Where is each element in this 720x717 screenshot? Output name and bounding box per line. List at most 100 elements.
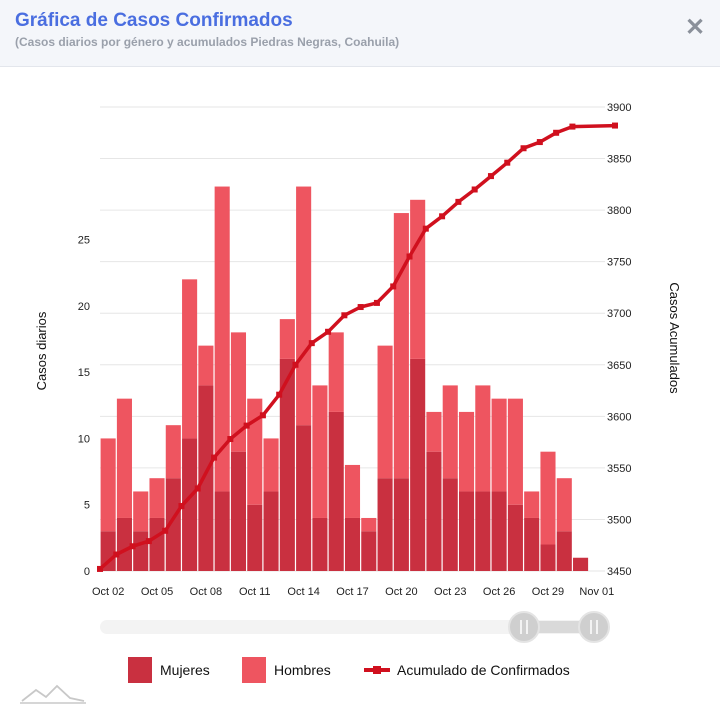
bar-mujeres[interactable]: [165, 478, 181, 571]
bar-mujeres[interactable]: [198, 385, 214, 571]
bar-mujeres[interactable]: [524, 517, 540, 571]
accumulated-point[interactable]: [211, 454, 218, 461]
bar-hombres[interactable]: [182, 279, 198, 439]
accumulated-point[interactable]: [178, 503, 185, 510]
bar-hombres[interactable]: [116, 398, 132, 518]
bar-hombres[interactable]: [328, 332, 344, 412]
accumulated-point[interactable]: [227, 436, 234, 443]
bar-hombres[interactable]: [442, 385, 458, 479]
bar-hombres[interactable]: [410, 199, 426, 359]
bar-mujeres[interactable]: [328, 411, 344, 571]
accumulated-point[interactable]: [194, 485, 201, 492]
bar-mujeres[interactable]: [361, 531, 377, 571]
bar-mujeres[interactable]: [133, 531, 149, 571]
legend-item-acumulado[interactable]: Acumulado de Confirmados: [364, 662, 570, 678]
bar-hombres[interactable]: [165, 425, 181, 479]
accumulated-point[interactable]: [129, 543, 136, 550]
bar-mujeres[interactable]: [377, 478, 393, 571]
bar-hombres[interactable]: [458, 411, 475, 492]
accumulated-point[interactable]: [276, 391, 283, 398]
bar-hombres[interactable]: [377, 345, 393, 479]
bar-hombres[interactable]: [491, 398, 507, 492]
legend-item-hombres[interactable]: Hombres: [242, 657, 331, 683]
bar-hombres[interactable]: [507, 398, 523, 505]
accumulated-point[interactable]: [439, 213, 446, 220]
accumulated-point[interactable]: [471, 186, 478, 193]
bar-mujeres[interactable]: [540, 544, 556, 571]
accumulated-point[interactable]: [162, 527, 169, 534]
bar-mujeres[interactable]: [426, 451, 442, 571]
bar-mujeres[interactable]: [149, 517, 165, 571]
bar-hombres[interactable]: [524, 491, 540, 518]
accumulated-point[interactable]: [325, 328, 332, 335]
navigator-selected-range[interactable]: [522, 621, 596, 633]
bar-hombres[interactable]: [230, 332, 247, 452]
bar-mujeres[interactable]: [182, 438, 198, 571]
bar-hombres[interactable]: [475, 385, 491, 492]
bar-mujeres[interactable]: [475, 491, 491, 571]
bar-mujeres[interactable]: [214, 491, 230, 571]
accumulated-point[interactable]: [373, 299, 380, 306]
accumulated-point[interactable]: [308, 340, 315, 347]
accumulated-point[interactable]: [341, 312, 348, 319]
bar-hombres[interactable]: [133, 491, 149, 532]
bar-hombres[interactable]: [263, 438, 279, 492]
navigator-right-handle[interactable]: [578, 611, 610, 643]
accumulated-point[interactable]: [113, 551, 120, 558]
accumulated-point[interactable]: [97, 565, 103, 572]
bar-hombres[interactable]: [279, 319, 295, 359]
accumulated-point[interactable]: [569, 123, 576, 130]
accumulated-point[interactable]: [259, 412, 266, 419]
accumulated-point[interactable]: [504, 159, 511, 166]
bar-mujeres[interactable]: [100, 531, 116, 571]
accumulated-point[interactable]: [292, 361, 299, 368]
bar-mujeres[interactable]: [279, 358, 295, 571]
bar-hombres[interactable]: [198, 345, 214, 386]
accumulated-point[interactable]: [422, 225, 429, 232]
bar-hombres[interactable]: [344, 464, 361, 518]
accumulated-point[interactable]: [553, 129, 560, 136]
bar-hombres[interactable]: [296, 186, 312, 426]
accumulated-point[interactable]: [145, 538, 152, 545]
bar-hombres[interactable]: [312, 385, 328, 518]
bar-hombres[interactable]: [149, 478, 165, 518]
navigator-left-handle[interactable]: [508, 611, 540, 643]
accumulated-point[interactable]: [243, 422, 250, 429]
accumulated-point[interactable]: [520, 145, 527, 152]
accumulated-point[interactable]: [357, 304, 364, 311]
bar-hombres[interactable]: [100, 438, 116, 532]
legend-item-mujeres[interactable]: Mujeres: [128, 657, 210, 683]
accumulated-point[interactable]: [612, 122, 618, 129]
bar-hombres[interactable]: [556, 478, 572, 532]
range-navigator[interactable]: [100, 611, 610, 643]
bar-mujeres[interactable]: [393, 478, 409, 571]
accumulated-point[interactable]: [536, 139, 543, 146]
bar-mujeres[interactable]: [507, 504, 523, 571]
bar-mujeres[interactable]: [230, 451, 247, 571]
bar-mujeres[interactable]: [296, 425, 312, 571]
bar-hombres[interactable]: [426, 411, 442, 452]
bar-hombres[interactable]: [540, 451, 556, 545]
bar-mujeres[interactable]: [263, 491, 279, 571]
accumulated-point[interactable]: [487, 173, 494, 180]
accumulated-point[interactable]: [406, 253, 413, 260]
accumulated-point[interactable]: [390, 283, 397, 290]
bar-mujeres[interactable]: [247, 504, 263, 571]
bar-hombres[interactable]: [214, 186, 230, 492]
bar-mujeres[interactable]: [458, 491, 475, 571]
bars-group: [100, 186, 589, 571]
bar-mujeres[interactable]: [491, 491, 507, 571]
bar-hombres[interactable]: [393, 213, 409, 479]
bar-mujeres[interactable]: [116, 517, 132, 571]
bar-mujeres[interactable]: [573, 557, 589, 571]
close-icon[interactable]: ✕: [684, 14, 706, 41]
bar-hombres[interactable]: [361, 517, 377, 532]
y-right-tick-label: 3650: [607, 360, 631, 372]
accumulated-point[interactable]: [455, 198, 462, 205]
bar-mujeres[interactable]: [442, 478, 458, 571]
bar-mujeres[interactable]: [344, 517, 361, 571]
bar-mujeres[interactable]: [410, 358, 426, 571]
bar-mujeres[interactable]: [556, 531, 572, 571]
bar-hombres[interactable]: [247, 398, 263, 505]
bar-mujeres[interactable]: [312, 517, 328, 571]
